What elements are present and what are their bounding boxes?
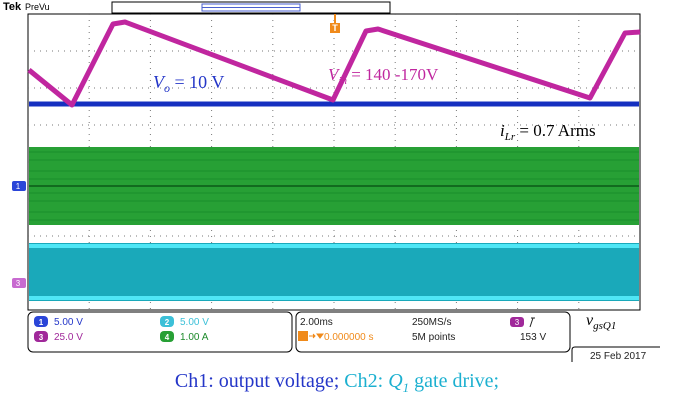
channel-scale: 1.00 A <box>180 332 209 343</box>
channel-id: 2 <box>165 318 170 327</box>
sample-rate: 250MS/s <box>412 317 451 328</box>
position: 0.000000 s <box>324 332 374 343</box>
caption: Ch1: output voltage; Ch2: Q1 gate drive; <box>175 370 499 395</box>
vo-label: Vo = 10 V <box>153 72 224 95</box>
trigger-level: 153 V <box>520 332 546 343</box>
scope-figure: Tek PreVu T 1 3 Vo = 10 V Vin = 140 -170… <box>0 0 674 403</box>
ch2-trace <box>29 243 639 301</box>
channel-scale: 5.00 V <box>54 317 83 328</box>
ch3-marker-label: 3 <box>16 279 21 288</box>
trigger-pos-icon <box>298 331 308 341</box>
channel-id: 1 <box>39 318 44 327</box>
caption-part: Q <box>388 370 403 392</box>
caption-part: gate drive; <box>409 370 499 392</box>
ilr-label: iLr = 0.7 Arms <box>500 121 596 143</box>
trigger-source: 3 <box>515 318 520 327</box>
channel-id: 4 <box>165 333 170 342</box>
brand: Tek <box>3 1 22 13</box>
mode: PreVu <box>25 2 50 12</box>
caption-part: Ch2: <box>344 370 388 392</box>
channel-scale: 25.0 V <box>54 332 83 343</box>
trigger-marker-label: T <box>332 23 338 33</box>
caption-part: Ch1: output voltage; <box>175 370 344 392</box>
record-length: 5M points <box>412 332 455 343</box>
date: 25 Feb 2017 <box>590 351 647 362</box>
channel-id: 3 <box>39 333 44 342</box>
ch1-marker-label: 1 <box>16 182 21 191</box>
channel-scale: 5.00 V <box>180 317 209 328</box>
timebase: 2.00ms <box>300 317 333 328</box>
